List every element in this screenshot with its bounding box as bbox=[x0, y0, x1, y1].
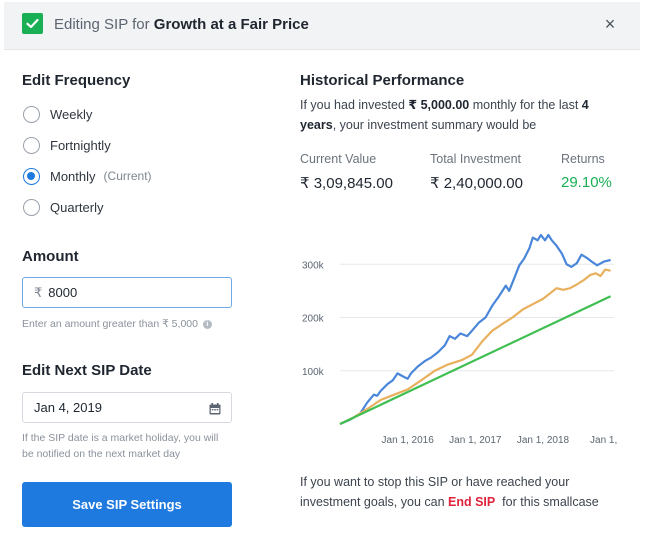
edit-next-date-title: Edit Next SIP Date bbox=[22, 362, 152, 379]
chart-series-line bbox=[339, 233, 611, 426]
total-investment-label: Total Investment bbox=[430, 152, 522, 166]
date-hint: If the SIP date is a market holiday, you… bbox=[22, 430, 218, 462]
smallcase-name: Growth at a Fair Price bbox=[153, 16, 309, 33]
chart-series-line bbox=[339, 268, 611, 425]
amount-field[interactable]: ₹ bbox=[22, 277, 232, 308]
historical-performance-title: Historical Performance bbox=[300, 72, 465, 89]
end-sip-text-part: If you want to stop this SIP or have rea… bbox=[300, 475, 570, 489]
frequency-option-monthly[interactable]: Monthly (Current) bbox=[23, 166, 152, 186]
chart-x-tick-label: Jan 1, 2018 bbox=[517, 435, 570, 446]
modal-header: Editing SIP for Growth at a Fair Price × bbox=[4, 2, 640, 50]
current-value-label: Current Value bbox=[300, 152, 377, 166]
total-investment: ₹ 2,40,000.00 bbox=[430, 175, 523, 192]
performance-summary-text: If you had invested ₹ 5,000.00 monthly f… bbox=[300, 95, 620, 135]
edit-sip-modal: Editing SIP for Growth at a Fair Price ×… bbox=[4, 2, 640, 547]
chart-y-tick-label: 100k bbox=[302, 367, 325, 378]
radio-weekly[interactable] bbox=[23, 105, 40, 123]
amount-title: Amount bbox=[22, 248, 79, 265]
edit-frequency-title: Edit Frequency bbox=[22, 72, 131, 89]
end-sip-text: If you want to stop this SIP or have rea… bbox=[300, 472, 630, 512]
frequency-option-fortnightly[interactable]: Fortnightly bbox=[23, 135, 111, 155]
date-hint-line: be notified on the next market day bbox=[22, 448, 181, 460]
current-value: ₹ 3,09,845.00 bbox=[300, 175, 393, 192]
end-sip-text-part: investment goals, you can bbox=[300, 495, 448, 509]
radio-quarterly[interactable] bbox=[23, 198, 40, 216]
chart-series-line bbox=[339, 295, 612, 425]
chart-x-tick-label: Jan 1, 2016 bbox=[382, 435, 435, 446]
frequency-option-weekly[interactable]: Weekly bbox=[23, 104, 92, 124]
modal-title: Editing SIP for Growth at a Fair Price bbox=[54, 16, 309, 33]
chart-x-tick-label: Jan 1, 20 bbox=[590, 435, 619, 446]
radio-fortnightly[interactable] bbox=[23, 136, 40, 154]
save-sip-settings-button[interactable]: Save SIP Settings bbox=[22, 482, 232, 527]
performance-chart: 100k 200k 300k Jan 1, 2016 Jan 1, 2017 Jan 1,… bbox=[302, 233, 619, 446]
close-icon[interactable]: × bbox=[604, 14, 616, 34]
chart-y-tick-label: 300k bbox=[302, 260, 325, 271]
end-sip-text-part: for this smallcase bbox=[495, 495, 599, 509]
radio-monthly[interactable] bbox=[23, 167, 40, 185]
frequency-option-label: Monthly bbox=[50, 168, 96, 184]
frequency-option-label: Quarterly bbox=[50, 199, 104, 215]
summary-text-part: monthly for the last bbox=[469, 98, 582, 112]
end-sip-link[interactable]: End SIP bbox=[448, 495, 496, 509]
check-icon bbox=[22, 13, 43, 34]
current-frequency-note: (Current) bbox=[103, 169, 152, 183]
chart-y-tick-label: 200k bbox=[302, 314, 325, 325]
next-sip-date-value: Jan 4, 2019 bbox=[34, 400, 102, 415]
returns-label: Returns bbox=[561, 152, 605, 166]
modal-title-prefix: Editing SIP for bbox=[54, 16, 150, 33]
date-hint-line: If the SIP date is a market holiday, you… bbox=[22, 432, 219, 444]
years-word: years bbox=[300, 118, 333, 132]
frequency-option-quarterly[interactable]: Quarterly bbox=[23, 197, 103, 217]
returns-value: 29.10% bbox=[561, 174, 612, 191]
amount-input[interactable] bbox=[48, 285, 209, 300]
next-sip-date-field[interactable]: Jan 4, 2019 bbox=[22, 392, 232, 423]
frequency-option-label: Fortnightly bbox=[50, 137, 111, 153]
summary-text-part: If you had invested bbox=[300, 98, 409, 112]
frequency-option-label: Weekly bbox=[50, 106, 93, 122]
calendar-icon[interactable] bbox=[209, 402, 221, 414]
amount-hint-text: Enter an amount greater than ₹ 5,000 bbox=[22, 318, 198, 330]
amount-hint: Enter an amount greater than ₹ 5,000 i bbox=[22, 316, 212, 332]
chart-x-tick-label: Jan 1, 2017 bbox=[449, 435, 502, 446]
info-icon: i bbox=[202, 319, 212, 329]
rupee-icon: ₹ bbox=[34, 284, 43, 300]
summary-text-part: , your investment summary would be bbox=[332, 118, 537, 132]
years-count: 4 bbox=[581, 98, 589, 112]
sip-amount: ₹ 5,000.00 bbox=[408, 98, 470, 112]
